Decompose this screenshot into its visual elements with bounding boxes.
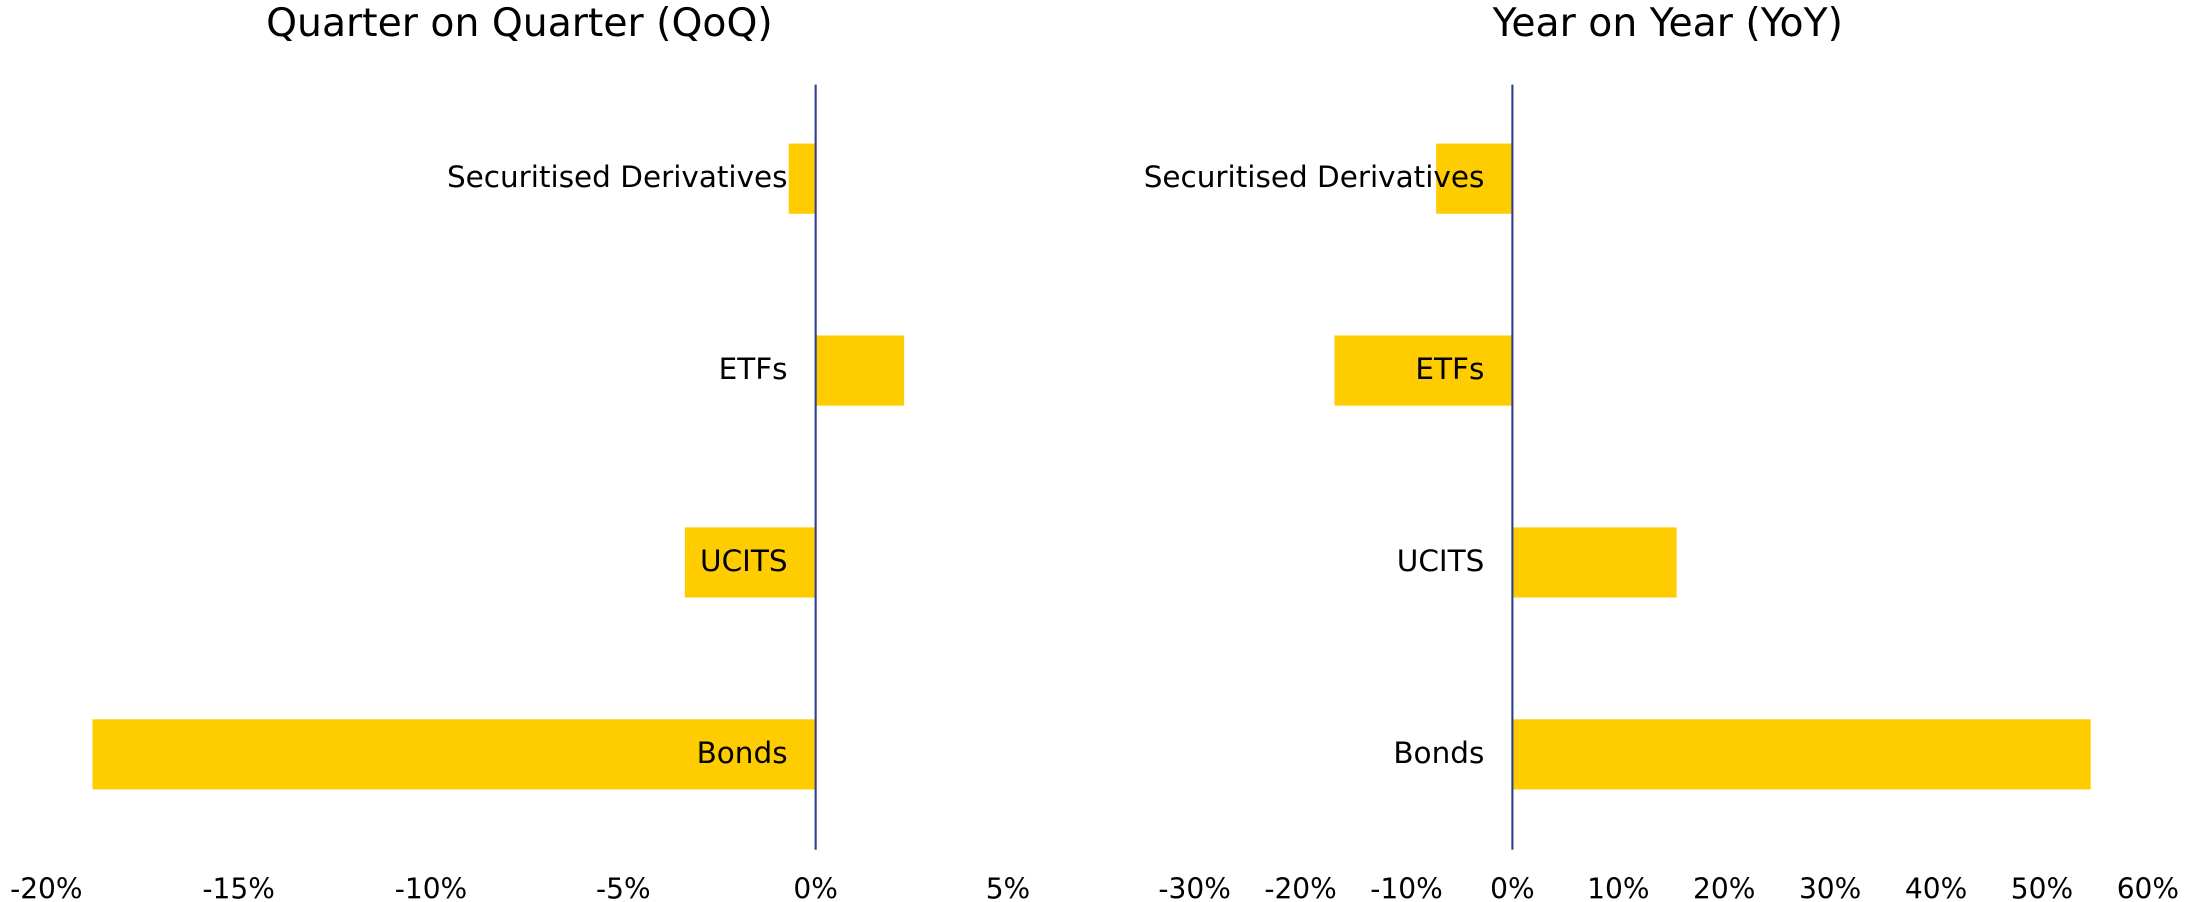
x-tick-label: 0%: [1490, 872, 1535, 902]
x-tick-label: -5%: [596, 872, 651, 902]
category-label: ETFs: [719, 352, 788, 386]
category-label: Securitised Derivatives: [1144, 160, 1485, 194]
x-tick-label: -15%: [202, 872, 275, 902]
x-tick-label: -20%: [1264, 872, 1337, 902]
bar: [1334, 335, 1513, 406]
bar: [684, 527, 816, 598]
x-tick-label: 30%: [1799, 872, 1861, 902]
x-tick-label: 60%: [2117, 872, 2179, 902]
category-label: ETFs: [1415, 352, 1484, 386]
category-label: Bonds: [697, 736, 788, 770]
x-tick-label: 0%: [793, 872, 838, 902]
category-label: UCITS: [1397, 544, 1485, 578]
x-tick-label: -30%: [1158, 872, 1231, 902]
x-tick-label: 50%: [2011, 872, 2073, 902]
category-label: UCITS: [700, 544, 788, 578]
bar: [92, 719, 816, 790]
category-label: Securitised Derivatives: [447, 160, 788, 194]
x-tick-label: 40%: [1905, 872, 1967, 902]
chart-title: Year on Year (YoY): [1492, 1, 1843, 46]
bar: [815, 335, 905, 406]
chart-title: Quarter on Quarter (QoQ): [266, 1, 773, 46]
x-tick-label: -20%: [10, 872, 83, 902]
bar: [1512, 719, 2091, 790]
x-tick-label: 20%: [1693, 872, 1755, 902]
x-tick-label: -10%: [395, 872, 467, 902]
x-tick-label: 10%: [1587, 872, 1649, 902]
bar: [1436, 143, 1513, 214]
x-tick-label: -10%: [1370, 872, 1443, 902]
x-tick-label: 5%: [986, 872, 1031, 902]
category-label: Bonds: [1393, 736, 1484, 770]
bar: [1512, 527, 1677, 598]
bar: [788, 143, 816, 214]
